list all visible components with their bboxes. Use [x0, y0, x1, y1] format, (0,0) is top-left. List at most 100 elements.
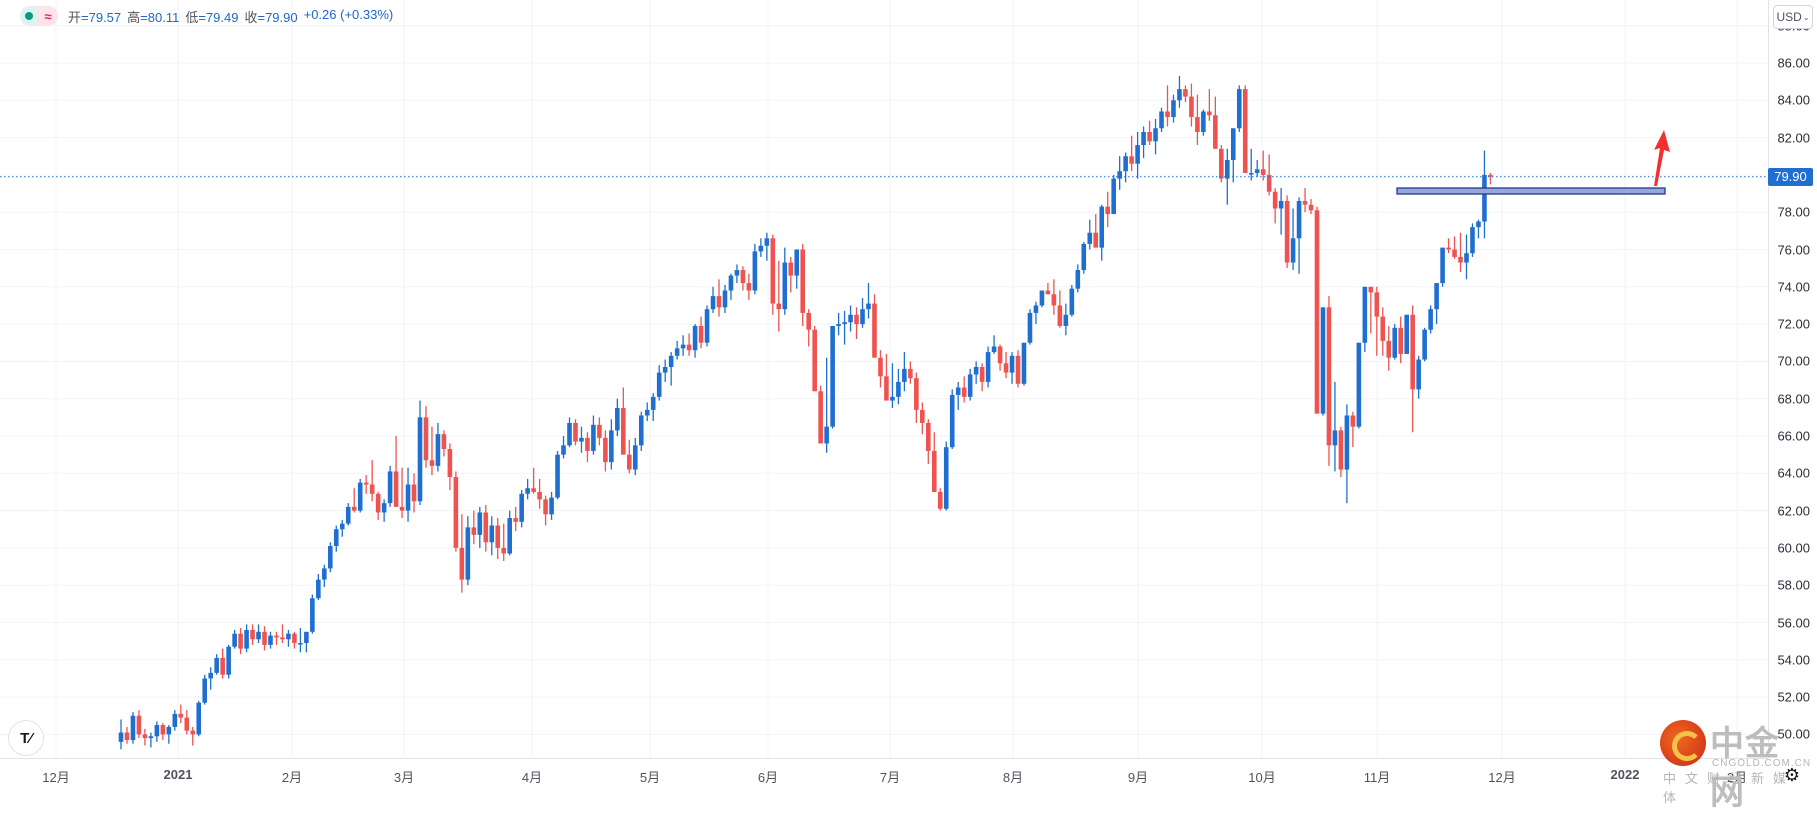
candle [627, 439, 632, 474]
candle [937, 488, 943, 511]
candle [955, 381, 961, 410]
price-tick: 50.00 [1777, 726, 1810, 742]
low-label: 低 [185, 9, 199, 25]
price-tick: 70.00 [1777, 353, 1810, 369]
candle [1117, 156, 1122, 190]
candle [549, 491, 554, 520]
candle [890, 363, 895, 409]
candle [824, 357, 829, 453]
candle [1189, 83, 1194, 127]
candle [734, 264, 740, 284]
candle [1458, 232, 1463, 272]
time-axis[interactable]: 12月 2021 2月 3月 4月 5月 6月 7月 8月 9月 10月 11月 12月 2022 2月 [0, 758, 1768, 793]
candle [818, 385, 823, 444]
candle [1350, 411, 1356, 448]
price-axis[interactable]: 88.0086.0084.0082.0078.0076.0074.0072.00… [1768, 0, 1817, 758]
candle [447, 443, 453, 491]
candle [782, 247, 788, 315]
candle [692, 324, 698, 358]
candle [902, 352, 907, 392]
candle [501, 523, 507, 561]
candle [202, 674, 208, 705]
candle [973, 361, 979, 384]
candle [764, 232, 770, 261]
candle [884, 353, 889, 401]
indicator-toggle[interactable]: ≈ [20, 6, 58, 26]
candle [322, 564, 327, 588]
candle [943, 441, 949, 511]
candle [393, 436, 399, 507]
candle [1284, 195, 1290, 269]
open-label: 开 [68, 9, 82, 25]
candle [1404, 314, 1409, 354]
candle [585, 432, 590, 463]
candle [417, 400, 423, 506]
wave-icon[interactable]: ≈ [38, 6, 58, 26]
price-tick: 56.00 [1777, 615, 1810, 630]
candle [752, 243, 758, 295]
candle [1248, 148, 1254, 181]
candle [148, 732, 154, 748]
candlestick-chart[interactable] [0, 0, 1817, 792]
candle [304, 631, 309, 653]
candle [274, 631, 279, 645]
gear-icon[interactable]: ⚙ [1783, 764, 1801, 785]
price-tick: 62.00 [1777, 503, 1810, 519]
candle [1434, 283, 1439, 325]
time-tick: 5月 [639, 770, 661, 785]
currency-dropdown[interactable]: USD ⌄ [1773, 5, 1813, 29]
candle [555, 450, 560, 500]
candle [1290, 208, 1296, 271]
dot-icon[interactable] [20, 6, 38, 26]
low-value: =79.49 [198, 9, 239, 25]
candle [704, 305, 710, 347]
candle [1057, 290, 1063, 328]
time-tick: 2月 [281, 770, 303, 785]
candle [686, 333, 692, 356]
chart-canvas[interactable] [0, 0, 1768, 758]
candle [286, 629, 291, 647]
candle [471, 510, 477, 545]
support-zone[interactable] [1396, 187, 1666, 195]
price-tick: 52.00 [1777, 689, 1810, 705]
candle [441, 430, 447, 457]
candle [656, 365, 662, 401]
candle [1027, 309, 1033, 345]
candle [136, 710, 142, 739]
candle [1069, 284, 1075, 317]
candle [1440, 247, 1445, 287]
candle [184, 710, 190, 735]
candle [1213, 96, 1218, 149]
candle [495, 518, 501, 560]
candle [1320, 307, 1326, 416]
time-tick: 2021 [163, 767, 193, 782]
candle [1344, 404, 1350, 504]
candle [967, 368, 973, 401]
candle [662, 359, 668, 382]
candle [830, 325, 835, 429]
candle [489, 516, 495, 556]
candle [220, 648, 225, 679]
candle [208, 667, 213, 690]
candle [429, 426, 435, 476]
candle [896, 368, 901, 405]
candle [1153, 118, 1158, 155]
candle [1195, 94, 1200, 146]
candle [543, 495, 548, 526]
candle [1147, 120, 1152, 146]
time-tick: 6月 [757, 770, 779, 785]
candle [710, 286, 716, 313]
candle [399, 467, 405, 519]
tradingview-logo-icon[interactable]: T⁄ [8, 720, 44, 756]
price-tick: 78.00 [1777, 204, 1810, 220]
candle [238, 628, 243, 655]
chevron-down-icon: ⌄ [1802, 12, 1810, 22]
up-arrow-annotation[interactable] [1654, 130, 1670, 186]
candle [1314, 206, 1320, 414]
price-tick: 58.00 [1777, 577, 1810, 593]
candle [872, 294, 877, 358]
candle [1416, 355, 1421, 399]
price-tick: 64.00 [1777, 465, 1810, 481]
candle [154, 721, 160, 742]
candle [537, 478, 542, 509]
